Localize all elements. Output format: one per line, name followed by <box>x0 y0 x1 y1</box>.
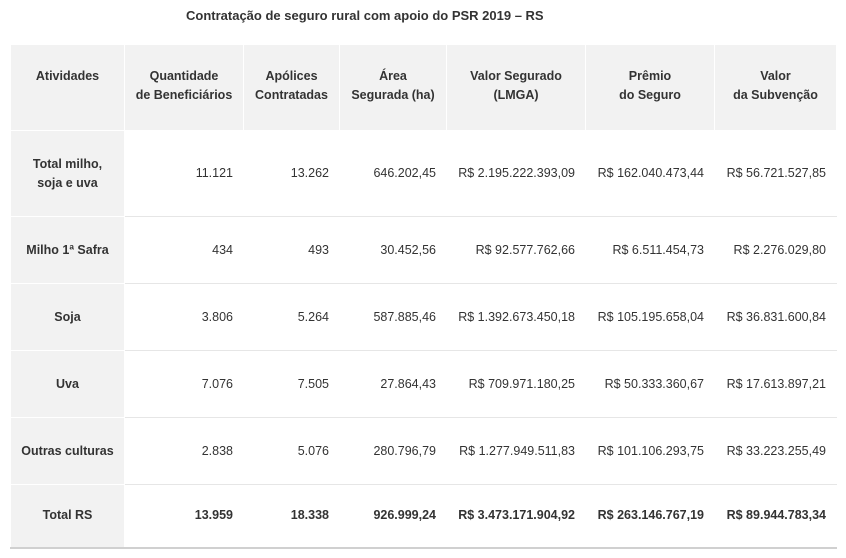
cell-apolices: 13.262 <box>243 130 340 217</box>
cell-quantidade: 7.076 <box>124 350 244 418</box>
cell-subvencao: R$ 33.223.255,49 <box>714 417 837 485</box>
cell-subvencao: R$ 17.613.897,21 <box>714 350 837 418</box>
cell-quantidade: 2.838 <box>124 417 244 485</box>
cell-subvencao: R$ 56.721.527,85 <box>714 130 837 217</box>
cell-valor-segurado: R$ 3.473.171.904,92 <box>446 484 586 549</box>
cell-apolices: 493 <box>243 216 340 284</box>
header-area-segurada: Área Segurada (ha) <box>339 44 447 131</box>
table-title: Contratação de seguro rural com apoio do… <box>186 8 544 23</box>
cell-apolices: 18.338 <box>243 484 340 549</box>
cell-quantidade: 434 <box>124 216 244 284</box>
row-label: Outras culturas <box>10 417 125 485</box>
cell-area: 30.452,56 <box>339 216 447 284</box>
cell-area: 280.796,79 <box>339 417 447 485</box>
cell-subvencao: R$ 89.944.783,34 <box>714 484 837 549</box>
header-atividades: Atividades <box>10 44 125 131</box>
row-label: Total milho, soja e uva <box>10 130 125 217</box>
row-label: Total RS <box>10 484 125 549</box>
cell-valor-segurado: R$ 1.277.949.511,83 <box>446 417 586 485</box>
cell-apolices: 5.076 <box>243 417 340 485</box>
cell-valor-segurado: R$ 92.577.762,66 <box>446 216 586 284</box>
cell-area: 27.864,43 <box>339 350 447 418</box>
table-row-milho: Milho 1ª Safra 434 493 30.452,56 R$ 92.5… <box>10 216 837 284</box>
cell-apolices: 7.505 <box>243 350 340 418</box>
cell-subvencao: R$ 2.276.029,80 <box>714 216 837 284</box>
cell-area: 926.999,24 <box>339 484 447 549</box>
header-row: Atividades Quantidade de Beneficiários A… <box>10 44 837 131</box>
row-label: Uva <box>10 350 125 418</box>
table-row-total-rs: Total RS 13.959 18.338 926.999,24 R$ 3.4… <box>10 484 837 549</box>
cell-quantidade: 13.959 <box>124 484 244 549</box>
cell-valor-segurado: R$ 1.392.673.450,18 <box>446 283 586 351</box>
table-row-total-milho-soja-uva: Total milho, soja e uva 11.121 13.262 64… <box>10 130 837 217</box>
header-premio-seguro: Prêmio do Seguro <box>585 44 715 131</box>
cell-subvencao: R$ 36.831.600,84 <box>714 283 837 351</box>
cell-quantidade: 11.121 <box>124 130 244 217</box>
cell-area: 587.885,46 <box>339 283 447 351</box>
cell-premio: R$ 101.106.293,75 <box>585 417 715 485</box>
cell-valor-segurado: R$ 709.971.180,25 <box>446 350 586 418</box>
cell-quantidade: 3.806 <box>124 283 244 351</box>
row-label: Milho 1ª Safra <box>10 216 125 284</box>
cell-premio: R$ 105.195.658,04 <box>585 283 715 351</box>
cell-apolices: 5.264 <box>243 283 340 351</box>
header-quantidade-beneficiarios: Quantidade de Beneficiários <box>124 44 244 131</box>
cell-premio: R$ 263.146.767,19 <box>585 484 715 549</box>
header-valor-subvencao: Valor da Subvenção <box>714 44 837 131</box>
header-apolices-contratadas: Apólices Contratadas <box>243 44 340 131</box>
cell-area: 646.202,45 <box>339 130 447 217</box>
table-row-outras-culturas: Outras culturas 2.838 5.076 280.796,79 R… <box>10 417 837 485</box>
table-row-soja: Soja 3.806 5.264 587.885,46 R$ 1.392.673… <box>10 283 837 351</box>
insurance-table: Atividades Quantidade de Beneficiários A… <box>10 44 837 549</box>
header-valor-segurado: Valor Segurado (LMGA) <box>446 44 586 131</box>
cell-premio: R$ 162.040.473,44 <box>585 130 715 217</box>
row-label: Soja <box>10 283 125 351</box>
cell-valor-segurado: R$ 2.195.222.393,09 <box>446 130 586 217</box>
table-row-uva: Uva 7.076 7.505 27.864,43 R$ 709.971.180… <box>10 350 837 418</box>
cell-premio: R$ 50.333.360,67 <box>585 350 715 418</box>
cell-premio: R$ 6.511.454,73 <box>585 216 715 284</box>
